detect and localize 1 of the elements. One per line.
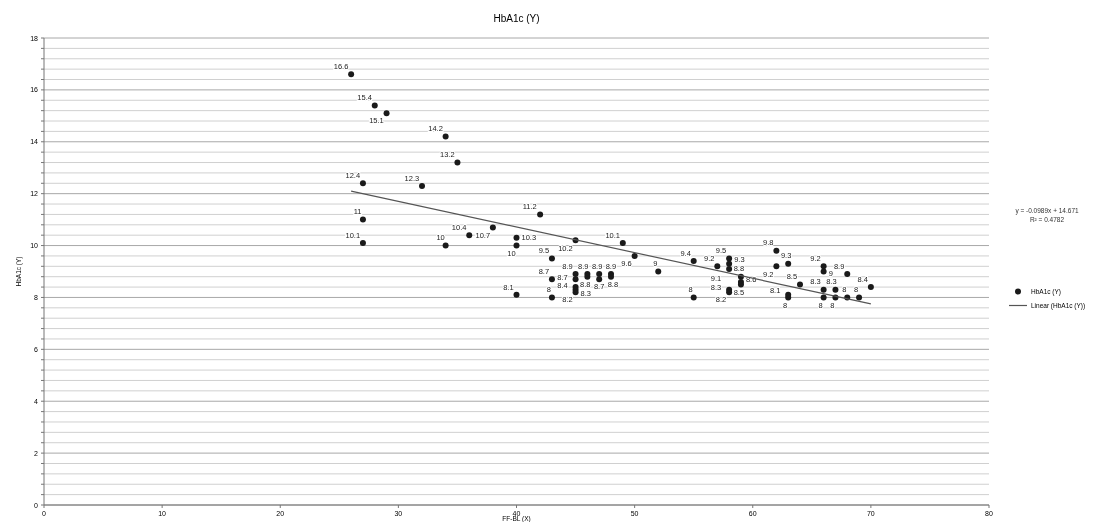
chart-title: HbA1c (Y) xyxy=(493,13,540,24)
